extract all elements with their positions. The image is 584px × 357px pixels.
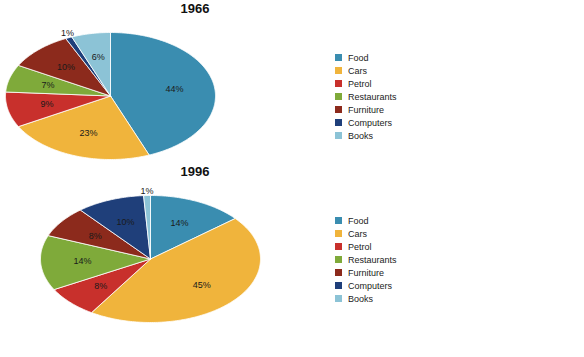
- html-text:Petrol: Petrol: [348, 79, 372, 89]
- html-text:Cars: Cars: [348, 229, 367, 239]
- svg-text:14%: 14%: [171, 218, 189, 228]
- html-text:Restaurants: Restaurants: [348, 92, 397, 102]
- html-text:Furniture: Furniture: [348, 105, 384, 115]
- svg-text:14%: 14%: [73, 256, 91, 266]
- html-text:Computers: Computers: [348, 281, 392, 291]
- svg-text:1%: 1%: [140, 186, 153, 196]
- html-text:Restaurants: Restaurants: [348, 255, 397, 265]
- svg-text:8%: 8%: [89, 231, 102, 241]
- svg-text:10%: 10%: [116, 217, 134, 227]
- svg-text:23%: 23%: [79, 128, 97, 138]
- svg-text:9%: 9%: [40, 99, 53, 109]
- html-text:1966: 1966: [180, 1, 210, 16]
- svg-text:44%: 44%: [165, 84, 183, 94]
- svg-text:45%: 45%: [193, 280, 211, 290]
- html-text:Food: Food: [348, 216, 369, 226]
- html-text:Books: Books: [348, 131, 373, 141]
- html-text:Petrol: Petrol: [348, 242, 372, 252]
- html-text:Cars: Cars: [348, 66, 367, 76]
- html-text:Books: Books: [348, 294, 373, 304]
- html-text:Food: Food: [348, 53, 369, 63]
- html-text:1996: 1996: [180, 164, 210, 179]
- svg-text:1%: 1%: [61, 28, 74, 38]
- svg-text:6%: 6%: [92, 52, 105, 62]
- svg-text:7%: 7%: [41, 80, 54, 90]
- html-text:Computers: Computers: [348, 118, 392, 128]
- svg-text:10%: 10%: [57, 62, 75, 72]
- svg-text:8%: 8%: [94, 281, 107, 291]
- html-text:Furniture: Furniture: [348, 268, 384, 278]
